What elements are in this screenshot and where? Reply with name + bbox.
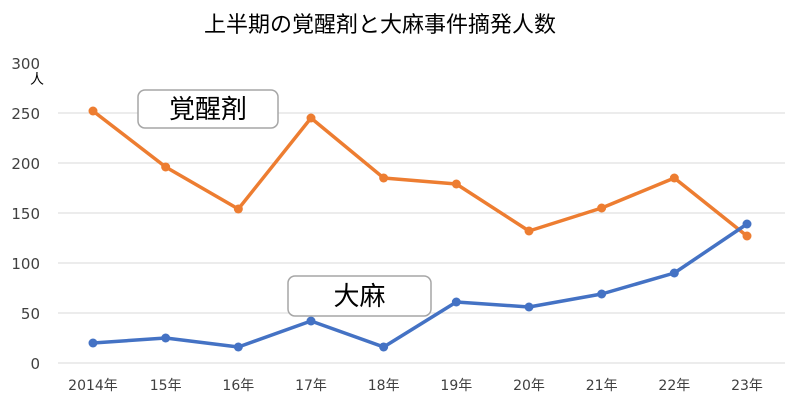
x-tick-label: 21年 [586,378,618,394]
x-tick-label: 20年 [513,378,545,394]
y-tick-label: 250 [11,105,40,123]
data-point [669,268,679,278]
data-point [742,231,752,241]
series-label: 大麻 [333,282,385,312]
x-tick-label: 18年 [368,378,400,394]
data-point [306,316,316,326]
data-point [597,289,607,299]
y-tick-label: 300 [11,55,40,73]
data-point [379,173,389,183]
y-tick-label: 100 [11,255,40,273]
chart-title: 上半期の覚醒剤と大麻事件摘発人数 [204,13,556,38]
data-point [88,338,98,348]
y-tick-label: 50 [21,305,40,323]
y-tick-label: 0 [30,355,40,373]
data-point [451,297,461,307]
data-point [451,179,461,189]
series-label-box [287,275,432,317]
series-label: 覚醒剤 [169,95,247,125]
data-point [88,106,98,116]
x-tick-label: 19年 [440,378,472,394]
data-point [524,302,534,312]
data-point [161,333,171,343]
data-point [669,173,679,183]
data-point [524,226,534,236]
data-point [233,204,243,214]
data-point [306,113,316,123]
series-line [91,109,749,238]
data-point [742,219,752,229]
x-tick-label: 2014年 [68,378,118,394]
x-tick-label: 16年 [222,378,254,394]
x-tick-label: 22年 [658,378,690,394]
data-point [379,342,389,352]
series-label-box [137,89,279,129]
series-line [92,222,748,349]
data-point [597,203,607,213]
x-tick-label: 17年 [295,378,327,394]
y-tick-label: 150 [11,205,40,223]
x-tick-label: 15年 [150,378,182,394]
y-tick-label: 200 [11,155,40,173]
data-point [161,162,171,172]
y-axis-unit: 人 [30,72,44,88]
data-point [233,342,243,352]
x-tick-label: 23年 [731,378,763,394]
